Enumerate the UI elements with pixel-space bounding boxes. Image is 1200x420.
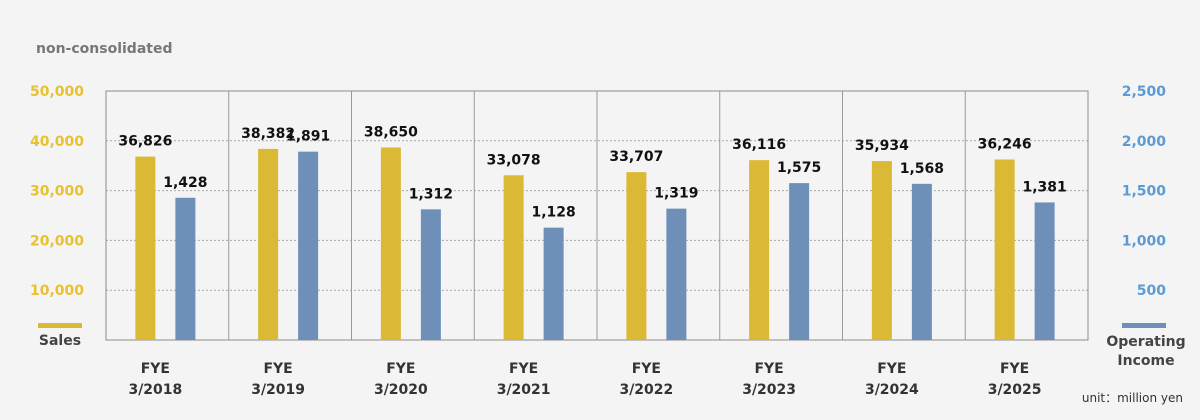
data-label-operating-income: 1,575 xyxy=(777,160,821,176)
legend-label-operating-income: Operating xyxy=(1106,334,1185,350)
bar-operating-income xyxy=(543,227,564,340)
data-label-sales: 33,078 xyxy=(487,152,541,168)
unit-label: unit：million yen xyxy=(1082,391,1183,405)
left-tick-label: 30,000 xyxy=(30,184,84,200)
legend-label-operating-income: Income xyxy=(1117,353,1174,369)
data-label-operating-income: 1,128 xyxy=(531,205,575,221)
category-label: FYE xyxy=(263,361,292,377)
left-tick-label: 50,000 xyxy=(30,84,84,100)
data-label-sales: 36,826 xyxy=(118,134,172,150)
data-label-operating-income: 1,381 xyxy=(1022,179,1066,195)
bar-sales xyxy=(135,156,156,340)
data-label-operating-income: 1,891 xyxy=(286,129,330,145)
category-label: 3/2025 xyxy=(988,382,1042,398)
right-tick-label: 2,500 xyxy=(1122,84,1167,100)
category-label: 3/2024 xyxy=(865,382,919,398)
category-label: 3/2018 xyxy=(128,382,182,398)
category-label: FYE xyxy=(1000,361,1029,377)
bar-operating-income xyxy=(420,209,441,340)
left-axis: 10,000 20,000 30,000 40,000 50,000 xyxy=(30,84,84,299)
category-label: FYE xyxy=(386,361,415,377)
grid-lines xyxy=(105,90,1089,341)
data-label-operating-income: 1,319 xyxy=(654,186,698,202)
data-label-sales: 35,934 xyxy=(855,138,909,154)
data-label-operating-income: 1,568 xyxy=(900,161,944,177)
bar-sales xyxy=(749,160,770,340)
legend-label-sales: Sales xyxy=(39,333,81,349)
right-tick-label: 1,000 xyxy=(1122,233,1167,249)
right-axis: 500 1,000 1,500 2,000 2,500 xyxy=(1122,84,1167,299)
left-tick-label: 40,000 xyxy=(30,134,84,150)
data-label-operating-income: 1,312 xyxy=(409,186,453,202)
bar-operating-income xyxy=(298,151,319,340)
legend-swatch-operating-income xyxy=(1122,323,1166,328)
bar-operating-income xyxy=(911,183,932,340)
category-label: 3/2023 xyxy=(742,382,796,398)
category-label: FYE xyxy=(509,361,538,377)
bar-sales xyxy=(503,175,524,340)
legend-swatch-sales xyxy=(38,323,82,328)
bar-sales xyxy=(258,148,279,340)
plot-frame xyxy=(105,90,1089,341)
bar-operating-income xyxy=(789,183,810,340)
right-tick-label: 1,500 xyxy=(1122,184,1167,200)
data-label-sales: 38,382 xyxy=(241,126,295,142)
right-tick-label: 2,000 xyxy=(1122,134,1167,150)
category-label: FYE xyxy=(754,361,783,377)
data-label-sales: 38,650 xyxy=(364,125,418,141)
category-label: FYE xyxy=(877,361,906,377)
bar-sales xyxy=(626,172,647,340)
data-label-sales: 36,116 xyxy=(732,137,786,153)
data-label-sales: 36,246 xyxy=(978,136,1032,152)
data-label-sales: 33,707 xyxy=(609,149,663,165)
category-label: FYE xyxy=(141,361,170,377)
bar-operating-income xyxy=(175,197,196,340)
category-label: FYE xyxy=(632,361,661,377)
category-labels: FYE 3/2018 FYE 3/2019 FYE 3/2020 FYE 3/2021 FYE 3… xyxy=(128,361,1041,398)
legend: Sales Operating Income xyxy=(38,323,1186,369)
left-tick-label: 10,000 xyxy=(30,283,84,299)
data-label-operating-income: 1,428 xyxy=(163,175,207,191)
bar-sales xyxy=(871,161,892,340)
category-label: 3/2021 xyxy=(497,382,551,398)
bar-operating-income xyxy=(1034,202,1055,340)
scope-label: non-consolidated xyxy=(36,41,172,57)
bar-operating-income xyxy=(666,208,687,340)
right-tick-label: 500 xyxy=(1137,283,1166,299)
bar-sales xyxy=(994,159,1015,340)
left-tick-label: 20,000 xyxy=(30,233,84,249)
bar-sales xyxy=(380,147,401,340)
category-label: 3/2019 xyxy=(251,382,305,398)
category-label: 3/2022 xyxy=(619,382,673,398)
category-label: 3/2020 xyxy=(374,382,428,398)
